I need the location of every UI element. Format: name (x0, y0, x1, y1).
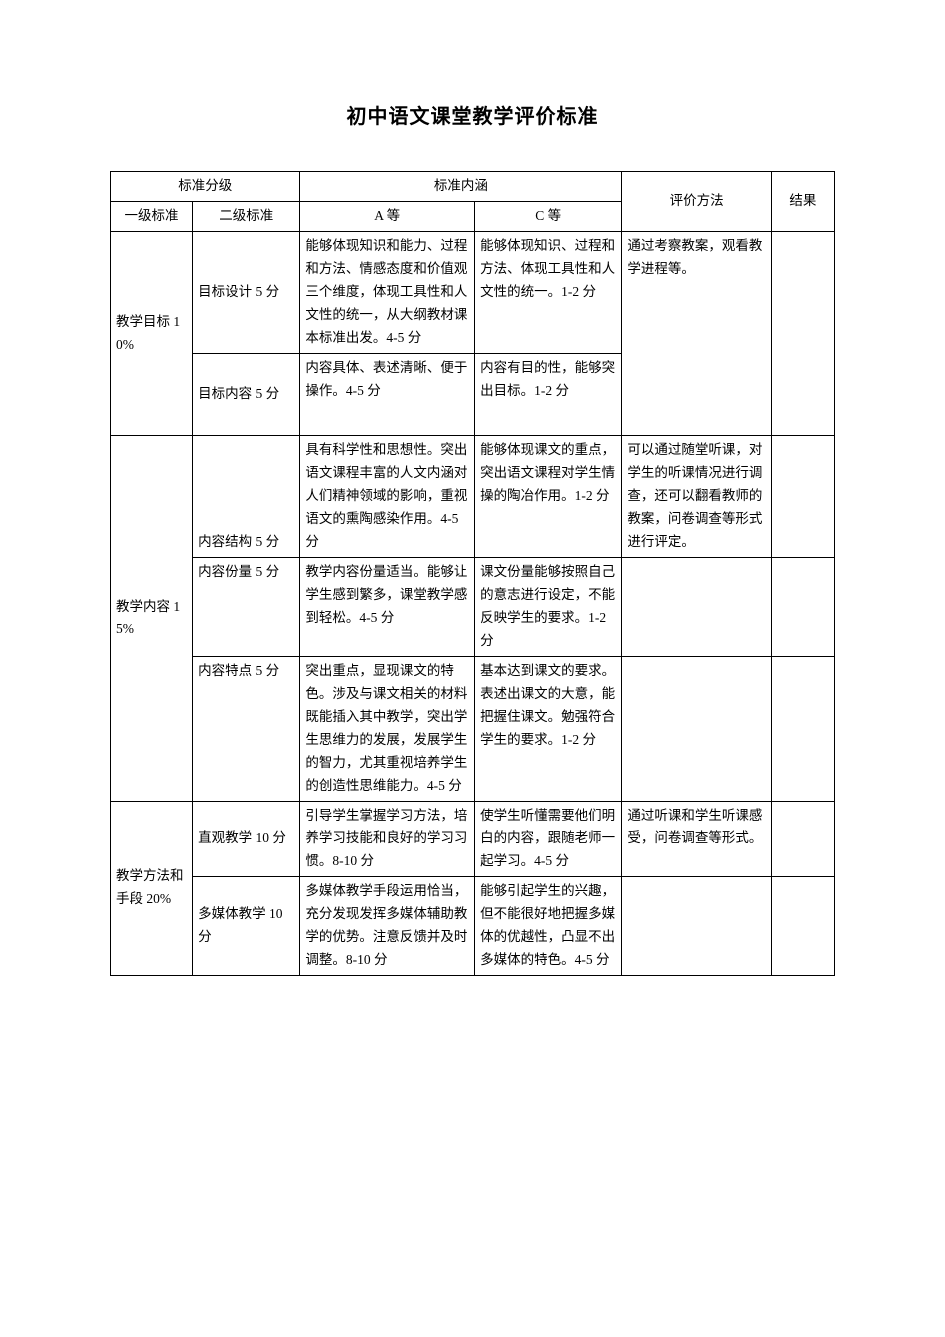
cell-grade-a: 引导学生掌握学习方法，培养学习技能和良好的学习习惯。8-10 分 (300, 801, 475, 877)
table-row: 教学目标 10% 目标设计 5 分 能够体现知识和能力、过程和方法、情感态度和价… (111, 231, 835, 353)
table-row: 教学方法和手段 20% 直观教学 10 分 引导学生掌握学习方法，培养学习技能和… (111, 801, 835, 877)
table-row: 教学内容 15% 内容结构 5 分 具有科学性和思想性。突出语文课程丰富的人文内… (111, 436, 835, 558)
cell-level2: 内容特点 5 分 (193, 656, 300, 801)
cell-grade-c: 能够体现知识、过程和方法、体现工具性和人文性的统一。1-2 分 (475, 231, 622, 353)
cell-grade-a: 多媒体教学手段运用恰当，充分发现发挥多媒体辅助教学的优势。注意反馈并及时调整。8… (300, 877, 475, 976)
cell-result (771, 801, 834, 877)
cell-grade-a: 能够体现知识和能力、过程和方法、情感态度和价值观三个维度，体现工具性和人文性的统… (300, 231, 475, 353)
cell-method: 通过考察教案，观看教学进程等。 (622, 231, 771, 436)
cell-grade-c: 能够体现课文的重点，突出语文课程对学生情操的陶冶作用。1-2 分 (475, 436, 622, 558)
cell-method (622, 558, 771, 657)
cell-grade-c: 内容有目的性，能够突出目标。1-2 分 (475, 353, 622, 436)
cell-grade-a: 内容具体、表述清晰、便于操作。4-5 分 (300, 353, 475, 436)
table-row: 多媒体教学 10 分 多媒体教学手段运用恰当，充分发现发挥多媒体辅助教学的优势。… (111, 877, 835, 976)
col-header-standard-content: 标准内涵 (300, 172, 622, 202)
col-header-grade-a: A 等 (300, 201, 475, 231)
cell-method (622, 877, 771, 976)
page-title: 初中语文课堂教学评价标准 (110, 100, 835, 129)
col-header-level2: 二级标准 (193, 201, 300, 231)
cell-level1: 教学内容 15% (111, 436, 193, 801)
table-header-row: 标准分级 标准内涵 评价方法 结果 (111, 172, 835, 202)
cell-result (771, 436, 834, 558)
cell-method (622, 656, 771, 801)
cell-method: 可以通过随堂听课，对学生的听课情况进行调查，还可以翻看教师的教案，问卷调查等形式… (622, 436, 771, 558)
evaluation-table: 标准分级 标准内涵 评价方法 结果 一级标准 二级标准 A 等 C 等 教学目标… (110, 171, 835, 976)
cell-result (771, 231, 834, 436)
cell-level1: 教学目标 10% (111, 231, 193, 436)
table-row: 内容特点 5 分 突出重点，显现课文的特色。涉及与课文相关的材料既能插入其中教学… (111, 656, 835, 801)
cell-level2: 目标设计 5 分 (193, 231, 300, 353)
cell-grade-c: 基本达到课文的要求。表述出课文的大意，能把握住课文。勉强符合学生的要求。1-2 … (475, 656, 622, 801)
cell-grade-c: 使学生听懂需要他们明白的内容，跟随老师一起学习。4-5 分 (475, 801, 622, 877)
cell-level2: 内容结构 5 分 (193, 436, 300, 558)
col-header-grade-c: C 等 (475, 201, 622, 231)
col-header-method: 评价方法 (622, 172, 771, 232)
col-header-level1: 一级标准 (111, 201, 193, 231)
table-row: 内容份量 5 分 教学内容份量适当。能够让学生感到繁多，课堂教学感到轻松。4-5… (111, 558, 835, 657)
cell-grade-a: 教学内容份量适当。能够让学生感到繁多，课堂教学感到轻松。4-5 分 (300, 558, 475, 657)
cell-grade-c: 课文份量能够按照自己的意志进行设定，不能反映学生的要求。1-2 分 (475, 558, 622, 657)
cell-grade-a: 具有科学性和思想性。突出语文课程丰富的人文内涵对人们精神领域的影响，重视语文的熏… (300, 436, 475, 558)
cell-level2: 内容份量 5 分 (193, 558, 300, 657)
cell-grade-a: 突出重点，显现课文的特色。涉及与课文相关的材料既能插入其中教学，突出学生思维力的… (300, 656, 475, 801)
cell-level2: 多媒体教学 10 分 (193, 877, 300, 976)
col-header-result: 结果 (771, 172, 834, 232)
cell-level1: 教学方法和手段 20% (111, 801, 193, 976)
cell-method: 通过听课和学生听课感受，问卷调查等形式。 (622, 801, 771, 877)
cell-result (771, 877, 834, 976)
cell-result (771, 656, 834, 801)
col-header-standard-level: 标准分级 (111, 172, 300, 202)
cell-level2: 目标内容 5 分 (193, 353, 300, 436)
cell-result (771, 558, 834, 657)
cell-grade-c: 能够引起学生的兴趣，但不能很好地把握多媒体的优越性，凸显不出多媒体的特色。4-5… (475, 877, 622, 976)
cell-level2: 直观教学 10 分 (193, 801, 300, 877)
